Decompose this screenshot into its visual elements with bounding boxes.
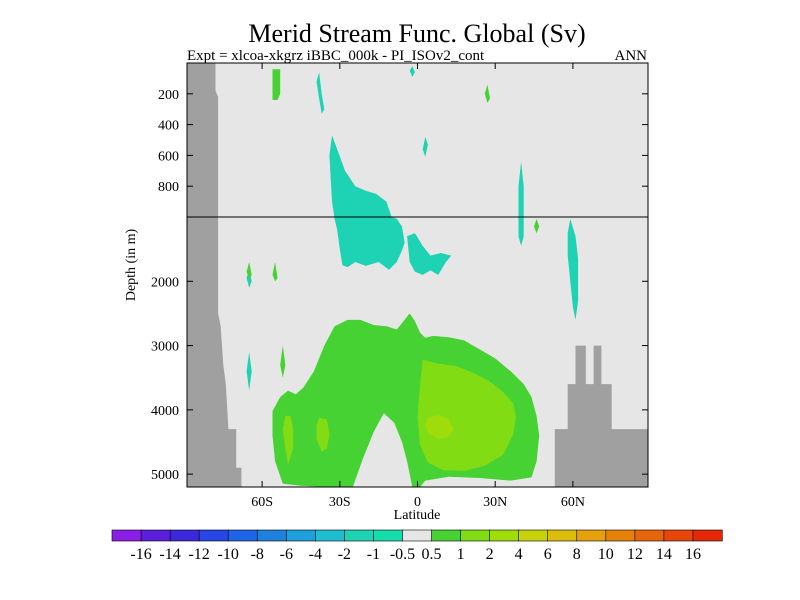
colorbar-swatch-19 <box>663 529 694 542</box>
colorbar-label-0: -16 <box>130 546 151 563</box>
colorbar-swatch-18 <box>634 529 665 542</box>
colorbar-label-19: 16 <box>685 546 701 563</box>
land-mask-layer <box>187 63 648 487</box>
colorbar-label-12: 2 <box>486 546 494 563</box>
contour-region-3 <box>422 136 428 157</box>
colorbar-label-10: 0.5 <box>422 546 442 563</box>
chart-subtitle-left: Expt = xlcoa-xkgrz iBBC_000k - PI_ISOv2_… <box>187 48 485 64</box>
colorbar-label-1: -14 <box>159 546 180 563</box>
colorbar-swatch-10 <box>402 529 433 542</box>
colorbar-label-5: -6 <box>280 546 293 563</box>
colorbar-swatch-8 <box>344 529 375 542</box>
colorbar-label-6: -4 <box>309 546 322 563</box>
colorbar-label-15: 8 <box>573 546 581 563</box>
contour-region-7 <box>246 352 252 391</box>
colorbar-swatch-12 <box>460 529 491 542</box>
colorbar-label-4: -8 <box>251 546 264 563</box>
contour-region-19 <box>425 415 454 439</box>
contour-region-10 <box>417 359 516 471</box>
colorbar-swatch-11 <box>431 529 462 542</box>
colorbar-swatch-6 <box>285 529 316 542</box>
land-mask-0 <box>187 63 242 487</box>
colorbar-label-13: 4 <box>515 546 523 563</box>
contour-region-0 <box>329 135 405 270</box>
chart-title: Merid Stream Func. Global (Sv) <box>248 19 585 48</box>
x-axis-label: Latitude <box>394 508 441 523</box>
colorbar-label-3: -10 <box>218 546 239 563</box>
colorbar-swatch-20 <box>692 529 723 542</box>
contour-region-16 <box>280 345 286 378</box>
colorbar-swatch-17 <box>605 529 636 542</box>
colorbar-swatch-5 <box>256 529 287 542</box>
contour-region-2 <box>316 72 325 114</box>
colorbar-swatch-3 <box>198 529 229 542</box>
colorbar-label-16: 10 <box>598 546 614 563</box>
y-tick-label-3: 800 <box>158 180 179 195</box>
contour-region-5 <box>518 161 524 246</box>
colorbar-swatch-13 <box>489 529 520 542</box>
colorbar-swatch-0 <box>111 529 142 542</box>
contour-region-11 <box>282 415 294 465</box>
contour-fill-layer <box>246 66 579 487</box>
y-axis-label: Depth (in m) <box>124 229 139 302</box>
contour-region-4 <box>409 66 415 77</box>
y-tick-label-2: 600 <box>158 149 179 164</box>
contour-region-18 <box>534 218 540 234</box>
x-tick-label-1: 30S <box>329 495 351 510</box>
colorbar-swatch-4 <box>227 529 258 542</box>
colorbar-swatch-15 <box>547 529 578 542</box>
contour-region-17 <box>484 84 490 103</box>
colorbar-label-7: -2 <box>338 546 351 563</box>
y-tick-label-1: 400 <box>158 119 179 134</box>
contour-region-12 <box>316 417 330 452</box>
colorbar-label-17: 12 <box>627 546 643 563</box>
colorbar-swatch-7 <box>315 529 345 542</box>
contour-region-1 <box>407 233 452 275</box>
colorbar-label-11: 1 <box>457 546 465 563</box>
colorbar: -16 -14 -12 -10 -8 -6 -4 -2 -1 -0.5 0.5 1 2 4 6 8 10 12 14… <box>111 529 723 563</box>
y-tick-label-0: 200 <box>158 88 179 103</box>
contour-region-15 <box>272 262 278 282</box>
colorbar-swatch-2 <box>169 529 200 542</box>
colorbar-swatch-1 <box>140 529 171 542</box>
chart-subtitle-right: ANN <box>615 48 648 64</box>
colorbar-swatch-16 <box>576 529 607 542</box>
colorbar-label-9: -0.5 <box>390 546 415 563</box>
contour-region-14 <box>246 262 252 280</box>
axis-ticks-layer: 60S 30S 0 30N 60N 200 400 600 800 2000 3000 4000 500… <box>151 63 648 510</box>
colorbar-swatch-14 <box>518 529 549 542</box>
colorbar-label-2: -12 <box>188 546 209 563</box>
y-tick-label-5: 3000 <box>151 340 179 355</box>
y-tick-label-6: 4000 <box>151 404 179 419</box>
land-mask-1 <box>554 345 648 487</box>
y-tick-label-4: 2000 <box>151 275 179 290</box>
colorbar-label-14: 6 <box>544 546 552 563</box>
colorbar-swatch-9 <box>373 529 404 542</box>
x-tick-label-4: 60N <box>561 495 585 510</box>
contour-region-6 <box>567 218 579 320</box>
x-tick-label-2: 0 <box>414 495 421 510</box>
x-tick-label-3: 30N <box>483 495 507 510</box>
x-tick-label-0: 60S <box>251 495 273 510</box>
colorbar-label-8: -1 <box>367 546 380 563</box>
colorbar-label-18: 14 <box>656 546 672 563</box>
y-tick-label-7: 5000 <box>151 468 179 483</box>
contour-region-13 <box>272 69 281 100</box>
